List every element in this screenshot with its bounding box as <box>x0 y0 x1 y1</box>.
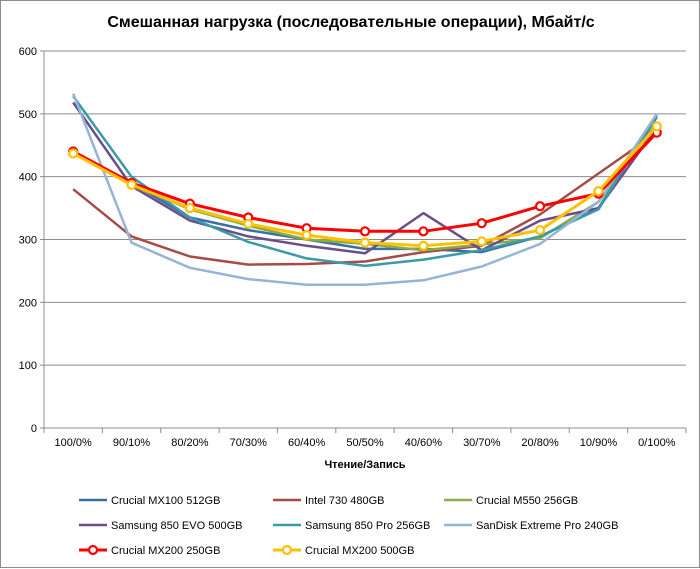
y-tick-label: 0 <box>31 423 37 435</box>
data-point <box>243 218 254 229</box>
data-point <box>476 218 487 229</box>
x-tick-label: 80/20% <box>171 437 209 449</box>
legend-label: Crucial MX200 250GB <box>111 545 220 557</box>
data-point <box>359 226 371 237</box>
y-tick-label: 300 <box>19 235 37 247</box>
x-tick-label: 90/10% <box>113 437 151 449</box>
legend-item: Crucial M550 256GB <box>444 495 578 507</box>
legend-label: Samsung 850 EVO 500GB <box>111 520 242 532</box>
legend-label: Samsung 850 Pro 256GB <box>305 520 430 532</box>
legend: Crucial MX100 512GB Intel 730 480GB Crucia… <box>79 495 618 557</box>
x-tick-label: 0/100% <box>638 437 676 449</box>
legend-marker <box>87 544 99 556</box>
y-tick-label: 200 <box>19 297 37 309</box>
series-6 <box>72 93 658 286</box>
x-axis-title: Чтение/Запись <box>324 459 405 471</box>
legend-item: SanDisk Extreme Pro 240GB <box>444 520 618 532</box>
series-line <box>72 131 658 233</box>
data-point <box>534 201 546 212</box>
x-tick-label: 60/40% <box>288 437 326 449</box>
series-line <box>72 93 658 286</box>
data-point <box>418 226 429 237</box>
legend-item: Crucial MX100 512GB <box>79 495 220 507</box>
data-point <box>126 179 137 190</box>
legend-label: Crucial MX200 500GB <box>305 545 414 557</box>
legend-item: Crucial MX200 500GB <box>273 544 414 557</box>
x-tick-label: 10/90% <box>580 437 618 449</box>
legend-item: Samsung 850 EVO 500GB <box>79 520 242 532</box>
chart-title: Смешанная нагрузка (последовательные опе… <box>107 14 594 31</box>
y-tick-label: 400 <box>19 172 37 184</box>
data-point <box>476 236 487 247</box>
series-5 <box>72 95 658 268</box>
legend-label: SanDisk Extreme Pro 240GB <box>476 520 618 532</box>
series-8 <box>68 121 662 251</box>
data-point <box>301 230 312 241</box>
x-tick-label: 20/80% <box>521 437 559 449</box>
axes: 0 100 200 300 400 500 600 100/0% 90/10% 80/20% 70/… <box>19 46 687 449</box>
series-line <box>72 95 658 268</box>
x-tick-label: 70/30% <box>230 437 268 449</box>
data-point <box>68 148 79 159</box>
legend-item: Intel 730 480GB <box>273 495 385 507</box>
series-lines <box>68 93 662 286</box>
legend-label: Crucial MX100 512GB <box>111 495 220 507</box>
legend-item: Crucial MX200 250GB <box>79 544 220 557</box>
legend-marker <box>281 544 293 556</box>
y-tick-label: 100 <box>19 360 37 372</box>
y-tick-label: 600 <box>19 46 37 58</box>
y-tick-label: 500 <box>19 109 37 121</box>
x-tick-label: 40/60% <box>405 437 443 449</box>
legend-label: Intel 730 480GB <box>305 495 385 507</box>
legend-item: Samsung 850 Pro 256GB <box>273 520 430 532</box>
data-point <box>651 121 662 132</box>
x-tick-label: 30/70% <box>463 437 501 449</box>
data-point <box>184 202 196 214</box>
data-point <box>418 240 429 251</box>
series-7 <box>68 127 662 237</box>
data-point <box>359 237 371 248</box>
legend-label: Crucial M550 256GB <box>476 495 578 507</box>
x-tick-label: 100/0% <box>55 437 93 449</box>
data-point <box>534 224 546 236</box>
data-point <box>593 186 604 197</box>
x-tick-label: 50/50% <box>346 437 384 449</box>
